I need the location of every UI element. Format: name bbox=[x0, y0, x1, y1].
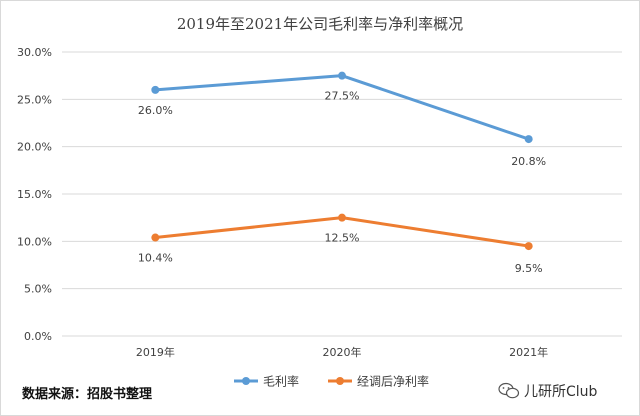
chart-title: 2019年至2021年公司毛利率与净利率概况 bbox=[177, 15, 463, 33]
watermark-text: 儿研所Club bbox=[524, 384, 598, 400]
data-label: 20.8% bbox=[511, 155, 546, 168]
data-point bbox=[338, 213, 346, 222]
y-tick-label: 10.0% bbox=[17, 235, 52, 248]
x-tick-label: 2019年 bbox=[136, 345, 175, 359]
legend-swatch-marker bbox=[242, 377, 250, 385]
data-point bbox=[151, 85, 160, 94]
wechat-icon bbox=[498, 382, 520, 399]
data-label: 26.0% bbox=[138, 104, 173, 117]
data-point bbox=[524, 135, 533, 144]
data-source-note: 数据来源：招股书整理 bbox=[22, 387, 153, 402]
data-point bbox=[524, 242, 533, 251]
data-label: 12.5% bbox=[325, 232, 360, 245]
y-tick-label: 30.0% bbox=[17, 46, 52, 59]
x-tick-label: 2020年 bbox=[323, 345, 362, 359]
legend-label: 经调后净利率 bbox=[357, 374, 429, 389]
watermark: 儿研所Club bbox=[498, 381, 597, 401]
y-tick-label: 0.0% bbox=[24, 330, 52, 343]
data-label: 10.4% bbox=[138, 252, 173, 265]
data-point bbox=[151, 233, 160, 242]
data-label: 9.5% bbox=[515, 262, 543, 275]
legend-swatch-marker bbox=[336, 377, 344, 385]
data-label: 27.5% bbox=[325, 90, 360, 103]
y-tick-label: 20.0% bbox=[17, 141, 52, 154]
data-point bbox=[338, 71, 346, 80]
legend-label: 毛利率 bbox=[263, 374, 299, 389]
y-tick-label: 15.0% bbox=[17, 188, 52, 201]
y-tick-label: 5.0% bbox=[24, 283, 52, 296]
series-line-gross-margin bbox=[153, 74, 531, 141]
y-tick-label: 25.0% bbox=[17, 93, 52, 106]
x-tick-label: 2021年 bbox=[509, 345, 548, 359]
